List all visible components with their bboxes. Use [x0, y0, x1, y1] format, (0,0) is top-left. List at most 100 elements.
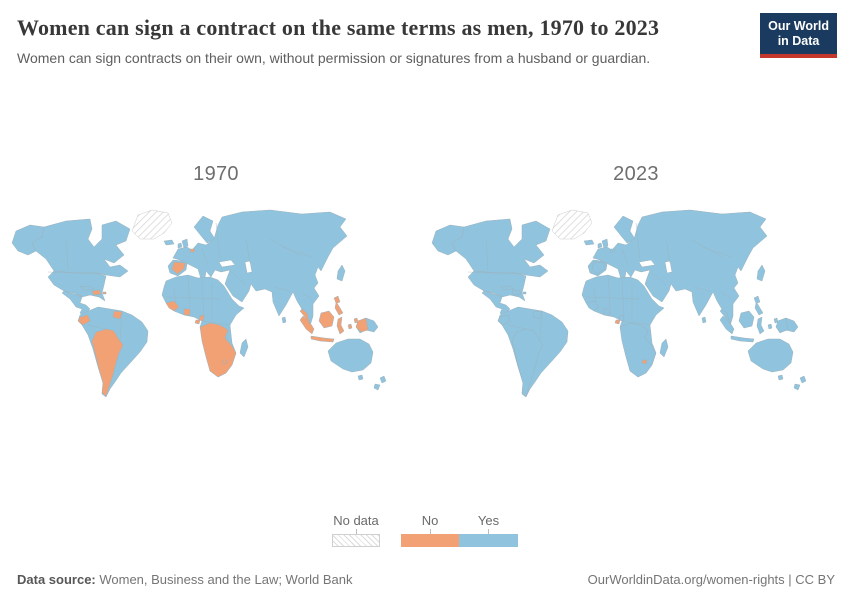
legend-no-data-label: No data	[333, 512, 379, 528]
region-madagascar	[239, 338, 249, 358]
region-sri_lanka	[281, 316, 287, 324]
region-eurasia	[592, 209, 768, 327]
region-java	[310, 335, 335, 342]
legend-item-no-data: No data	[332, 513, 380, 547]
legend-bar: No Yes	[401, 513, 518, 547]
region-west_papua	[355, 317, 369, 332]
region-belgium	[609, 248, 616, 252]
map-holder-1970	[6, 199, 426, 409]
country-borders-decoration	[47, 222, 313, 341]
owid-logo-line1: Our World	[768, 19, 829, 33]
region-southern_africa	[619, 322, 657, 377]
region-philippines	[753, 295, 764, 316]
region-equatorial_guinea	[194, 319, 201, 324]
data-source-note: Data source: Women, Business and the Law…	[17, 572, 353, 587]
map-holder-2023	[426, 199, 846, 409]
map-year-label-1970: 1970	[193, 162, 239, 185]
region-uk	[601, 238, 609, 249]
region-ecuador	[497, 314, 511, 325]
legend-yes-tick	[488, 528, 489, 534]
region-malay_peninsula	[719, 308, 731, 324]
data-source-text: Women, Business and the Law; World Bank	[95, 572, 353, 587]
region-southern_africa	[199, 322, 237, 377]
region-scandinavia	[193, 215, 216, 243]
region-sri_lanka	[701, 316, 707, 324]
region-australia	[747, 338, 794, 372]
owid-logo-line2: in Data	[777, 33, 820, 48]
map-year-label-2023: 2023	[613, 162, 659, 185]
region-java	[730, 335, 755, 342]
region-madagascar	[659, 338, 669, 358]
map-panel-1970: 1970	[6, 163, 426, 409]
region-spain	[171, 261, 186, 275]
region-caribbean	[511, 289, 527, 295]
legend-no-tick	[429, 528, 431, 534]
region-japan	[336, 264, 346, 282]
region-ecuador	[77, 314, 91, 325]
region-uk	[181, 238, 189, 249]
region-west_africa	[585, 300, 600, 311]
region-equatorial_guinea	[614, 319, 621, 324]
chart-title: Women can sign a contract on the same te…	[17, 15, 660, 40]
region-philippines	[333, 295, 344, 316]
region-suriname	[532, 310, 543, 319]
region-borneo	[318, 310, 335, 328]
region-belgium	[189, 248, 196, 252]
region-eswatini	[221, 359, 228, 364]
region-eurasia	[172, 209, 348, 327]
data-source-label: Data source:	[17, 572, 96, 587]
map-panels: 1970 2023	[0, 163, 850, 409]
region-canada	[31, 218, 131, 277]
chart-subtitle: Women can sign contracts on their own, w…	[17, 49, 651, 66]
legend-no-swatch	[401, 533, 459, 547]
region-spain	[591, 261, 606, 275]
region-southern_cone	[91, 328, 124, 397]
region-iceland	[163, 239, 175, 245]
legend-no-label: No	[421, 512, 439, 528]
legend-item-yes: Yes	[459, 513, 518, 547]
owid-logo[interactable]: Our World in Data	[760, 13, 837, 58]
region-greenland	[551, 209, 593, 239]
legend-no-data-swatch	[332, 533, 380, 547]
region-caribbean	[91, 289, 107, 295]
region-ireland	[597, 242, 603, 249]
region-cuba	[79, 285, 95, 290]
region-scandinavia	[613, 215, 636, 243]
country-borders-decoration	[467, 222, 733, 341]
region-japan	[756, 264, 766, 282]
region-tasmania	[777, 374, 784, 380]
legend-item-no: No	[401, 513, 459, 547]
region-greenland	[131, 209, 173, 239]
region-borneo	[738, 310, 755, 328]
region-iceland	[583, 239, 595, 245]
chart-header: Women can sign a contract on the same te…	[0, 0, 850, 67]
world-map-1970	[11, 209, 387, 398]
region-australia	[327, 338, 374, 372]
region-eswatini	[641, 359, 648, 364]
world-map-2023	[431, 209, 807, 398]
region-tasmania	[357, 374, 364, 380]
region-sulawesi	[756, 316, 765, 335]
region-new_zealand	[373, 375, 387, 391]
map-legend: No data No Yes	[0, 513, 850, 547]
chart-footer: Data source: Women, Business and the Law…	[17, 572, 835, 587]
region-ghana	[183, 308, 191, 315]
region-west_africa	[165, 300, 180, 311]
legend-yes-swatch	[459, 533, 518, 547]
region-new_zealand	[793, 375, 807, 391]
region-cuba	[499, 285, 515, 290]
region-cameroon	[198, 314, 205, 321]
region-southern_cone	[511, 328, 544, 397]
region-canada	[451, 218, 551, 277]
region-west_papua	[775, 317, 789, 332]
region-malay_peninsula	[299, 308, 311, 324]
region-sulawesi	[336, 316, 345, 335]
region-ghana	[603, 308, 611, 315]
map-panel-2023: 2023	[426, 163, 846, 409]
region-cameroon	[618, 314, 625, 321]
legend-no-data-tick	[355, 528, 357, 534]
legend-yes-label: Yes	[477, 512, 500, 528]
region-ireland	[177, 242, 183, 249]
region-suriname	[112, 310, 123, 319]
footer-link[interactable]: OurWorldinData.org/women-rights | CC BY	[587, 572, 835, 587]
